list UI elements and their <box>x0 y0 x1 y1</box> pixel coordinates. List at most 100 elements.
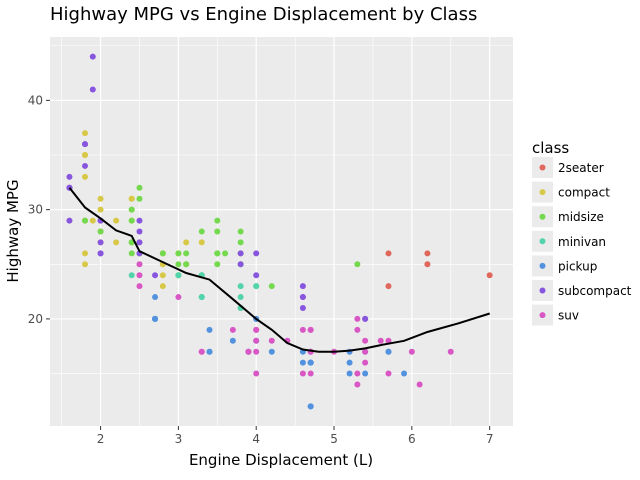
point-compact <box>113 239 120 246</box>
point-pickup <box>268 348 275 355</box>
point-midsize <box>136 184 143 191</box>
legend-label: suv <box>558 309 579 323</box>
point-subcompact <box>237 261 244 268</box>
point-compact <box>97 195 104 202</box>
point-compact <box>82 152 89 159</box>
point-pickup <box>307 403 314 410</box>
legend: class 2seater compact midsize minivan pickup… <box>532 139 632 326</box>
point-pickup <box>362 370 369 377</box>
point-pickup <box>401 370 408 377</box>
legend-swatch <box>539 189 546 196</box>
legend-swatch <box>539 312 546 319</box>
point-subcompact <box>253 272 260 279</box>
point-suv <box>385 337 392 344</box>
trend-line <box>68 187 490 353</box>
point-midsize <box>268 283 275 290</box>
point-suv <box>354 326 361 333</box>
x-tick-label: 7 <box>486 432 494 446</box>
plot-panel <box>50 37 513 426</box>
point-suv <box>354 370 361 377</box>
point-suv <box>299 326 306 333</box>
point-pickup <box>307 359 314 366</box>
point-minivan <box>128 272 135 279</box>
point-suv <box>362 359 369 366</box>
point-suv <box>268 337 275 344</box>
y-tick-label: 20 <box>28 312 43 326</box>
point-2seater <box>486 272 493 279</box>
point-suv <box>175 294 182 301</box>
point-suv <box>198 348 205 355</box>
point-midsize <box>214 228 221 235</box>
point-suv <box>253 370 260 377</box>
legend-item-midsize: midsize <box>532 206 604 228</box>
point-suv <box>136 261 143 268</box>
point-subcompact <box>66 173 73 180</box>
legend-item-compact: compact <box>532 181 610 203</box>
legend-swatch <box>539 213 546 220</box>
legend-swatch <box>539 287 546 294</box>
point-suv <box>136 283 143 290</box>
legend-label: midsize <box>558 210 604 224</box>
point-compact <box>82 130 89 137</box>
legend-item-2seater: 2seater <box>532 157 604 178</box>
point-2seater <box>385 250 392 257</box>
point-suv <box>354 315 361 322</box>
point-compact <box>159 283 166 290</box>
point-pickup <box>385 348 392 355</box>
point-midsize <box>128 206 135 213</box>
point-subcompact <box>89 53 96 60</box>
legend-label: compact <box>558 186 610 200</box>
legend-label: minivan <box>558 235 606 249</box>
point-pickup <box>346 370 353 377</box>
point-suv <box>245 348 252 355</box>
legend-item-suv: suv <box>532 304 579 326</box>
point-suv <box>377 337 384 344</box>
point-midsize <box>128 217 135 224</box>
x-tick-label: 3 <box>175 432 183 446</box>
data-points <box>66 53 493 410</box>
point-pickup <box>299 359 306 366</box>
point-subcompact <box>82 162 89 169</box>
point-midsize <box>159 250 166 257</box>
point-pickup <box>206 348 213 355</box>
legend-label: pickup <box>558 259 597 273</box>
point-subcompact <box>97 250 104 257</box>
point-suv <box>362 337 369 344</box>
point-midsize <box>183 261 190 268</box>
point-midsize <box>97 228 104 235</box>
point-suv <box>385 370 392 377</box>
point-suv <box>229 326 236 333</box>
point-midsize <box>198 228 205 235</box>
point-subcompact <box>152 272 159 279</box>
point-pickup <box>152 294 159 301</box>
point-subcompact <box>299 283 306 290</box>
point-midsize <box>237 239 244 246</box>
point-subcompact <box>299 304 306 311</box>
point-2seater <box>424 261 431 268</box>
point-subcompact <box>66 217 73 224</box>
legend-title: class <box>532 139 569 157</box>
point-compact <box>183 239 190 246</box>
point-subcompact <box>89 86 96 93</box>
y-tick-label: 40 <box>28 93 43 107</box>
legend-item-subcompact: subcompact <box>532 280 632 301</box>
point-midsize <box>354 261 361 268</box>
point-subcompact <box>136 228 143 235</box>
point-suv <box>253 326 260 333</box>
legend-item-pickup: pickup <box>532 255 597 277</box>
x-tick-label: 5 <box>330 432 338 446</box>
point-midsize <box>82 217 89 224</box>
point-suv <box>253 348 260 355</box>
x-tick-label: 2 <box>97 432 105 446</box>
point-midsize <box>214 261 221 268</box>
point-suv <box>354 381 361 388</box>
point-suv <box>136 272 143 279</box>
y-axis-label: Highway MPG <box>4 179 22 282</box>
point-compact <box>97 206 104 213</box>
y-tick-label: 30 <box>28 203 43 217</box>
point-compact <box>89 217 96 224</box>
y-axis-ticks: 20 30 40 <box>28 93 50 326</box>
point-subcompact <box>299 294 306 301</box>
point-midsize <box>237 228 244 235</box>
point-compact <box>82 261 89 268</box>
